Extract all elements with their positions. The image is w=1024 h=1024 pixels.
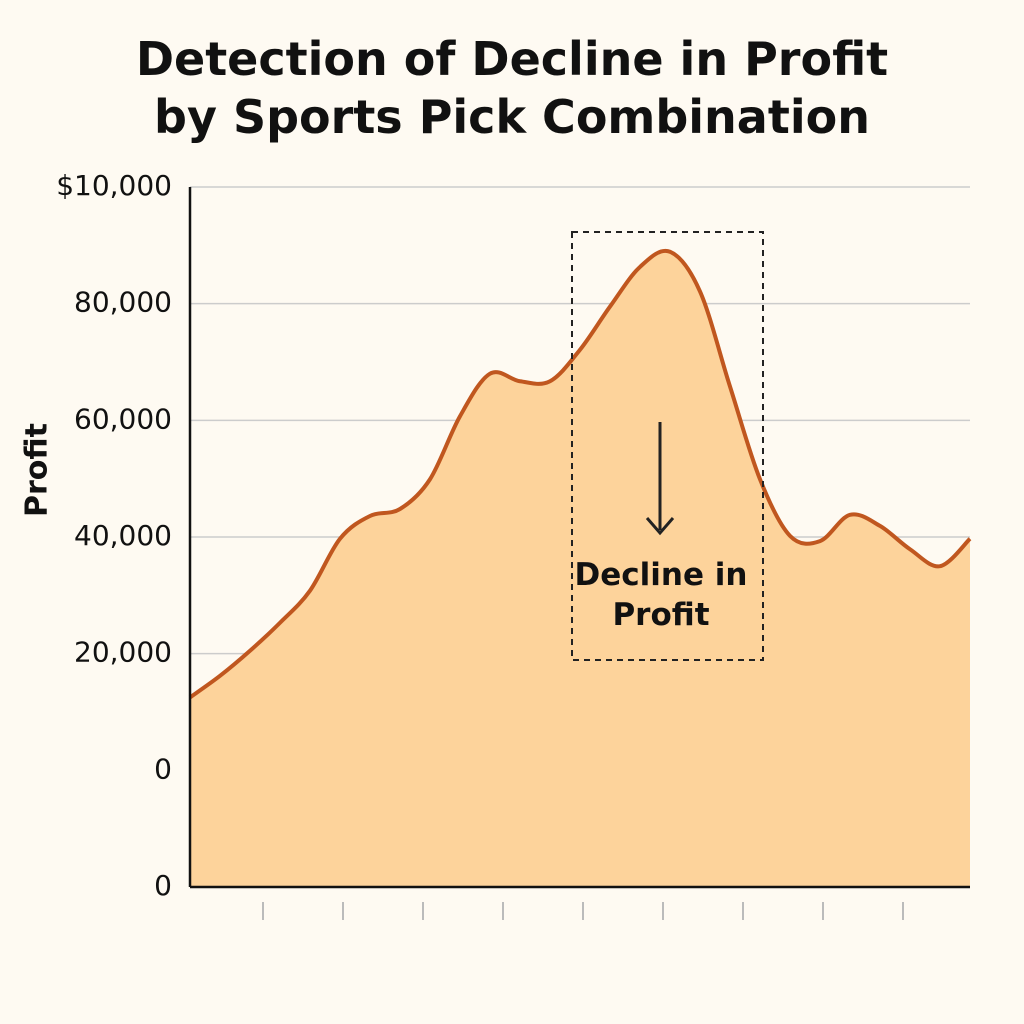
y-tick-label: 0 <box>154 869 172 902</box>
y-tick-label: 0 <box>154 752 172 785</box>
y-tick-label: 40,000 <box>74 519 172 552</box>
y-tick-label: 20,000 <box>74 636 172 669</box>
y-tick-label: 60,000 <box>74 402 172 435</box>
annotation-box <box>571 231 764 661</box>
plot <box>188 248 972 887</box>
y-axis-label: Profit <box>20 423 55 517</box>
y-tick-label: $10,000 <box>56 169 172 202</box>
y-tick-label: 80,000 <box>74 286 172 319</box>
arrow-head <box>645 517 675 536</box>
chart-title: Detection of Decline in Profit by Sports… <box>135 32 889 144</box>
x-ticks <box>262 902 904 920</box>
line <box>188 248 972 700</box>
area <box>190 250 970 887</box>
annotation: Decline in Profit <box>574 557 748 633</box>
